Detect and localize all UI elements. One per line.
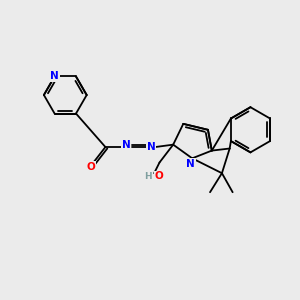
Text: N: N xyxy=(122,140,130,150)
Text: N: N xyxy=(186,159,195,169)
Text: H: H xyxy=(144,172,152,181)
Text: N: N xyxy=(50,71,59,82)
Text: O: O xyxy=(86,162,95,172)
Text: O: O xyxy=(154,171,163,181)
Text: N: N xyxy=(147,142,156,152)
